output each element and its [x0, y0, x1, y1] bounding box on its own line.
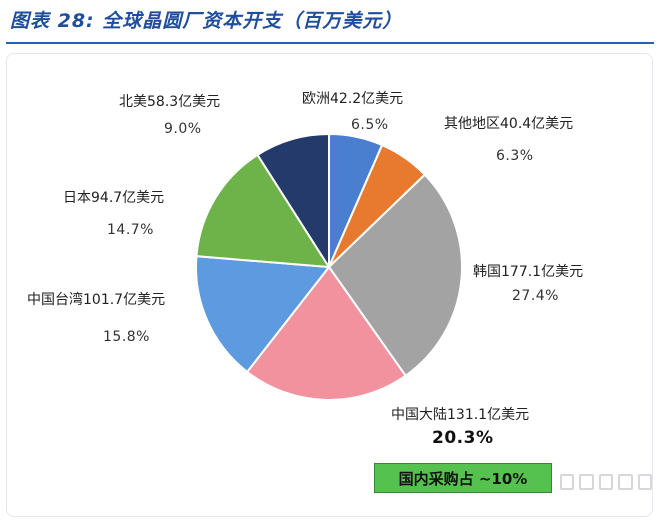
- domestic-procurement-callout: 国内采购占 ~10%: [374, 463, 552, 493]
- slice-percent-other: 6.3%: [496, 148, 534, 164]
- slice-percent-korea: 27.4%: [512, 288, 559, 304]
- slice-percent-mainland: 20.3%: [432, 428, 494, 448]
- slice-label-north-america: 北美58.3亿美元: [119, 94, 221, 110]
- pie-slice-mainland: [245, 265, 407, 401]
- title-divider: [6, 42, 654, 44]
- watermark: [560, 472, 653, 492]
- slice-percent-europe: 6.5%: [351, 117, 389, 133]
- slice-label-japan: 日本94.7亿美元: [63, 190, 165, 206]
- slice-label-korea: 韩国177.1亿美元: [473, 264, 584, 280]
- slice-label-other: 其他地区40.4亿美元: [444, 116, 574, 132]
- slice-label-europe: 欧洲42.2亿美元: [302, 91, 404, 107]
- slice-label-taiwan: 中国台湾101.7亿美元: [27, 292, 166, 308]
- pie-slice-north-america: [256, 132, 330, 271]
- slice-percent-taiwan: 15.8%: [103, 329, 150, 345]
- slice-label-mainland: 中国大陆131.1亿美元: [391, 407, 530, 423]
- chart-title: 图表 28: 全球晶圆厂资本开支（百万美元）: [10, 10, 403, 32]
- pie-slice-taiwan: [195, 255, 331, 374]
- pie-slice-japan: [195, 153, 331, 269]
- slice-percent-north-america: 9.0%: [164, 121, 202, 137]
- slice-percent-japan: 14.7%: [107, 222, 154, 238]
- pie-slice-korea: [327, 173, 463, 378]
